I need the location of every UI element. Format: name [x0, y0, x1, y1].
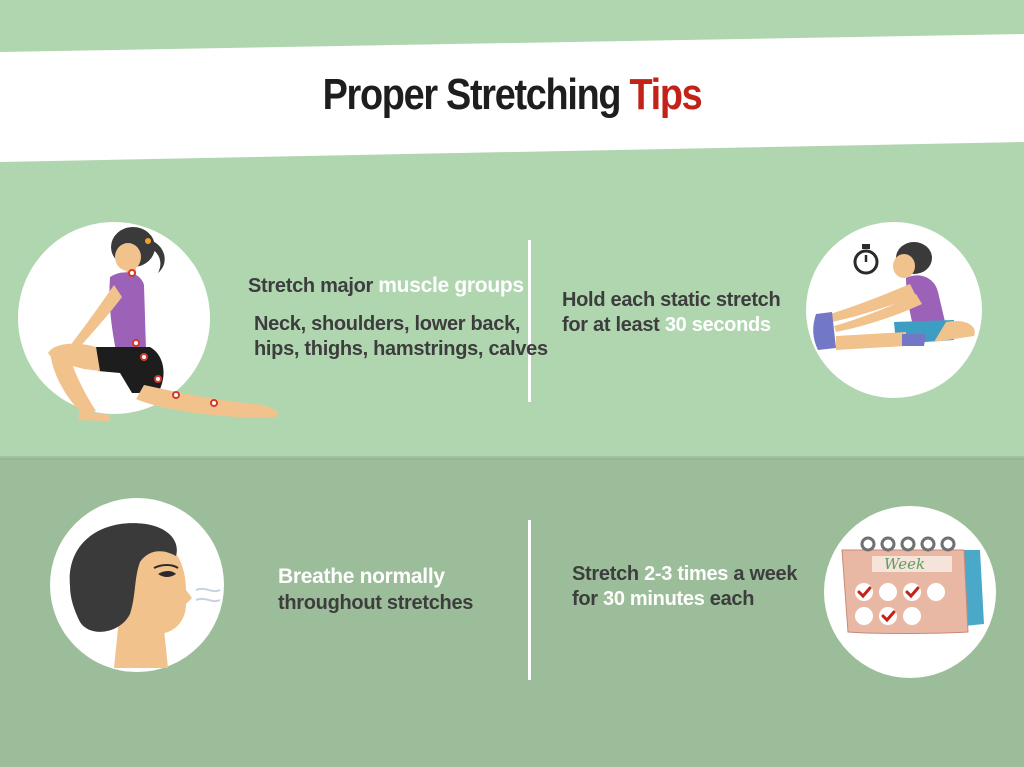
tip2-line1: Hold each static stretch	[562, 289, 781, 311]
title-main: Proper Stretching	[322, 70, 622, 119]
bottom-divider	[528, 520, 531, 680]
tip1-detail-line1: Neck, shoulders, lower back,	[254, 313, 521, 335]
tip2-line2-text: for at least	[562, 314, 660, 336]
tip3-line1: Breathe normally	[278, 565, 445, 588]
breathing-face-illustration	[69, 523, 221, 668]
seated-stretch-stopwatch-illustration	[813, 242, 975, 350]
top-divider	[528, 240, 531, 402]
stopwatch-icon	[853, 244, 879, 275]
tip4-line1-text: Stretch	[572, 563, 639, 585]
tip1-heading-highlight: muscle groups	[378, 274, 524, 297]
tip2-line2: for at least 30 seconds	[562, 312, 771, 338]
tip4-line2-post: each	[709, 588, 755, 610]
calendar-week-label: Week	[884, 555, 925, 573]
tip4-line2: for 30 minutes each	[572, 586, 754, 612]
tip3-line2: throughout stretches	[278, 592, 474, 614]
lunge-stretch-illustration	[48, 227, 278, 421]
panel-divider-shadow	[0, 456, 1024, 460]
title-accent: Tips	[629, 70, 702, 119]
tip4-line1-post: a week	[733, 563, 798, 585]
tip4-line2-text: for	[572, 588, 598, 610]
weekly-calendar-illustration: Week	[841, 536, 984, 634]
tip4-line2-highlight: 30 minutes	[603, 588, 705, 610]
title-banner	[0, 34, 1024, 162]
tip1-detail-line2: hips, thighs, hamstrings, calves	[254, 338, 548, 360]
page-title: Proper Stretching Tips	[72, 70, 953, 120]
tip1-heading: Stretch major muscle groups	[248, 273, 524, 299]
tip1-heading-text: Stretch major	[248, 275, 374, 297]
tip2-line2-highlight: 30 seconds	[664, 314, 771, 336]
tip4-line1: Stretch 2-3 times a week	[572, 561, 797, 587]
tip4-line1-highlight: 2-3 times	[644, 563, 729, 585]
